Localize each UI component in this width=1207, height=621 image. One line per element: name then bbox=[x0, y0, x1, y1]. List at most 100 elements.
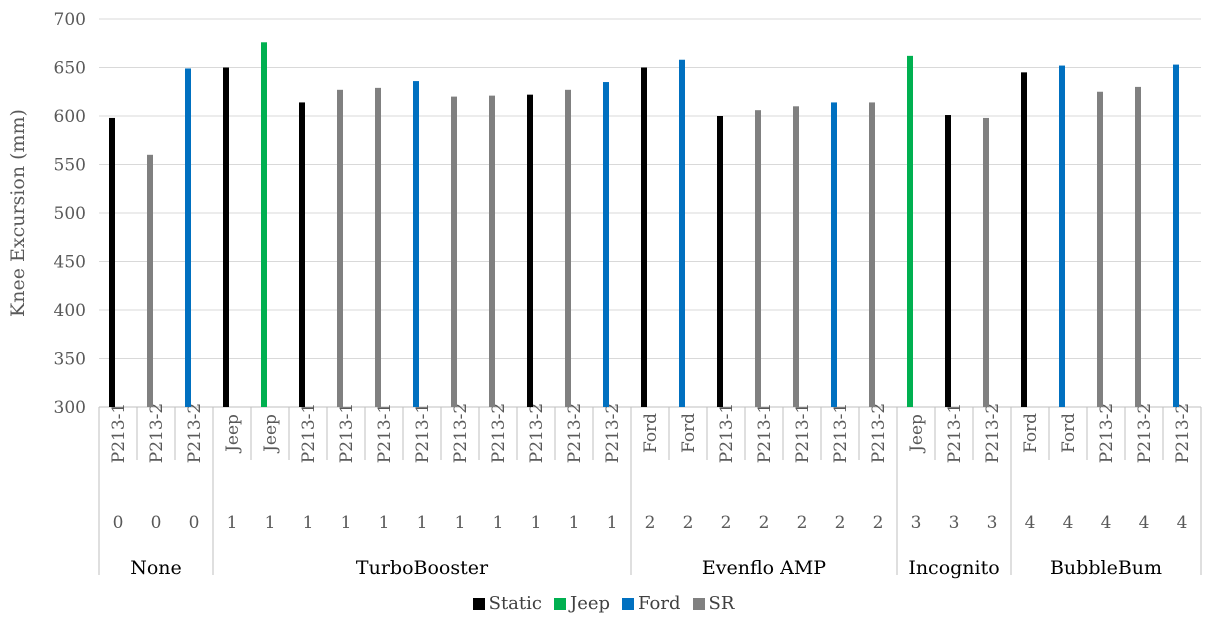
x-level2-label: 1 bbox=[569, 513, 580, 533]
bar-jeep bbox=[261, 42, 267, 407]
x-category-label: P213-1 bbox=[299, 403, 319, 463]
y-tick-label: 350 bbox=[54, 350, 86, 370]
x-category-label: P213-2 bbox=[489, 403, 509, 463]
bar-sr bbox=[451, 96, 457, 407]
bar-sr bbox=[337, 89, 343, 407]
legend-label: Jeep bbox=[569, 593, 611, 614]
legend-label: SR bbox=[708, 593, 735, 614]
x-level2-label: 0 bbox=[151, 513, 162, 533]
x-level2-label: 1 bbox=[227, 513, 238, 533]
bar-sr bbox=[983, 117, 989, 407]
bar-static bbox=[109, 117, 115, 407]
x-category-label: P213-1 bbox=[755, 403, 775, 463]
x-category-label: P213-2 bbox=[147, 403, 167, 463]
x-category-label: P213-2 bbox=[603, 403, 623, 463]
x-category-label: Ford bbox=[679, 413, 699, 453]
x-category-label: Jeep bbox=[261, 414, 281, 454]
x-category-label: P213-1 bbox=[109, 403, 129, 463]
y-tick-label: 400 bbox=[54, 301, 86, 321]
bar-ford bbox=[1173, 64, 1179, 407]
legend-item-ford: Ford bbox=[622, 593, 681, 614]
x-level2-label: 2 bbox=[683, 513, 694, 533]
bar-ford bbox=[679, 59, 685, 408]
bar-sr bbox=[1097, 91, 1103, 407]
y-tick-label: 550 bbox=[54, 156, 86, 176]
y-tick-label: 600 bbox=[54, 107, 86, 127]
x-category-label: P213-1 bbox=[337, 403, 357, 463]
x-level2-label: 2 bbox=[721, 513, 732, 533]
legend-swatch bbox=[553, 597, 566, 610]
bar-sr bbox=[1135, 86, 1141, 408]
x-level2-label: 4 bbox=[1101, 513, 1112, 533]
x-category-label: P213-2 bbox=[185, 403, 205, 463]
x-level2-label: 4 bbox=[1063, 513, 1074, 533]
bar-static bbox=[1021, 72, 1027, 407]
bar-static bbox=[945, 115, 951, 407]
group-label: None bbox=[130, 557, 182, 579]
x-level2-label: 4 bbox=[1139, 513, 1150, 533]
x-level2-label: 1 bbox=[417, 513, 428, 533]
x-category-label: P213-2 bbox=[527, 403, 547, 463]
x-category-label: P213-1 bbox=[413, 403, 433, 463]
x-category-label: P213-1 bbox=[945, 403, 965, 463]
bar-static bbox=[223, 67, 229, 407]
bar-ford bbox=[1059, 65, 1065, 407]
bar-ford bbox=[185, 68, 191, 407]
group-label: BubbleBum bbox=[1050, 557, 1162, 579]
x-category-label: P213-2 bbox=[451, 403, 471, 463]
x-level2-label: 1 bbox=[455, 513, 466, 533]
x-level2-label: 3 bbox=[949, 513, 960, 533]
bar-ford bbox=[413, 81, 419, 407]
x-category-label: Jeep bbox=[223, 414, 243, 454]
x-level2-label: 1 bbox=[531, 513, 542, 533]
legend-item-static: Static bbox=[472, 593, 542, 614]
x-level2-label: 1 bbox=[379, 513, 390, 533]
x-level2-label: 0 bbox=[113, 513, 124, 533]
y-axis-label: Knee Excursion (mm) bbox=[7, 109, 29, 317]
legend-swatch bbox=[472, 597, 485, 610]
legend-swatch bbox=[692, 597, 705, 610]
x-level2-label: 1 bbox=[493, 513, 504, 533]
x-category-label: P213-1 bbox=[793, 403, 813, 463]
y-tick-label: 700 bbox=[54, 10, 86, 30]
group-label: Incognito bbox=[908, 557, 999, 579]
x-level2-label: 0 bbox=[189, 513, 200, 533]
x-category-label: P213-2 bbox=[869, 403, 889, 463]
bar-sr bbox=[755, 110, 761, 408]
x-category-label: P213-2 bbox=[983, 403, 1003, 463]
x-category-label: P213-1 bbox=[831, 403, 851, 463]
bar-static bbox=[717, 116, 723, 407]
x-level2-label: 1 bbox=[341, 513, 352, 533]
bar-sr bbox=[375, 87, 381, 408]
y-tick-label: 500 bbox=[54, 204, 86, 224]
bar-sr bbox=[565, 89, 571, 407]
x-level2-label: 1 bbox=[265, 513, 276, 533]
group-label: TurboBooster bbox=[356, 557, 489, 579]
x-axis: P213-1 0 P213-2 0 P213-2 0 Jeep 1 Jeep 1 P213-1 1 P2… bbox=[98, 403, 1202, 579]
bar-sr bbox=[147, 154, 153, 407]
gridlines bbox=[99, 18, 1201, 408]
bar-static bbox=[641, 67, 647, 407]
x-level2-label: 4 bbox=[1025, 513, 1036, 533]
x-category-label: P213-2 bbox=[1097, 403, 1117, 463]
x-category-label: Jeep bbox=[907, 414, 927, 454]
bars bbox=[109, 42, 1179, 408]
legend: Static Jeep Ford SR bbox=[0, 593, 1207, 614]
legend-swatch bbox=[622, 597, 635, 610]
x-level2-label: 2 bbox=[759, 513, 770, 533]
bar-sr bbox=[489, 95, 495, 407]
legend-item-jeep: Jeep bbox=[553, 593, 611, 614]
x-category-label: P213-2 bbox=[1173, 403, 1193, 463]
group-label: Evenflo AMP bbox=[702, 557, 826, 579]
x-category-label: P213-2 bbox=[565, 403, 585, 463]
x-category-label: Ford bbox=[1059, 413, 1079, 453]
bar-ford bbox=[831, 102, 837, 408]
x-category-label: Ford bbox=[641, 413, 661, 453]
bar-sr bbox=[793, 106, 799, 408]
x-level2-label: 2 bbox=[797, 513, 808, 533]
bar-ford bbox=[603, 82, 609, 408]
x-level2-label: 3 bbox=[911, 513, 922, 533]
legend-label: Ford bbox=[638, 593, 681, 614]
bar-sr bbox=[869, 102, 875, 408]
